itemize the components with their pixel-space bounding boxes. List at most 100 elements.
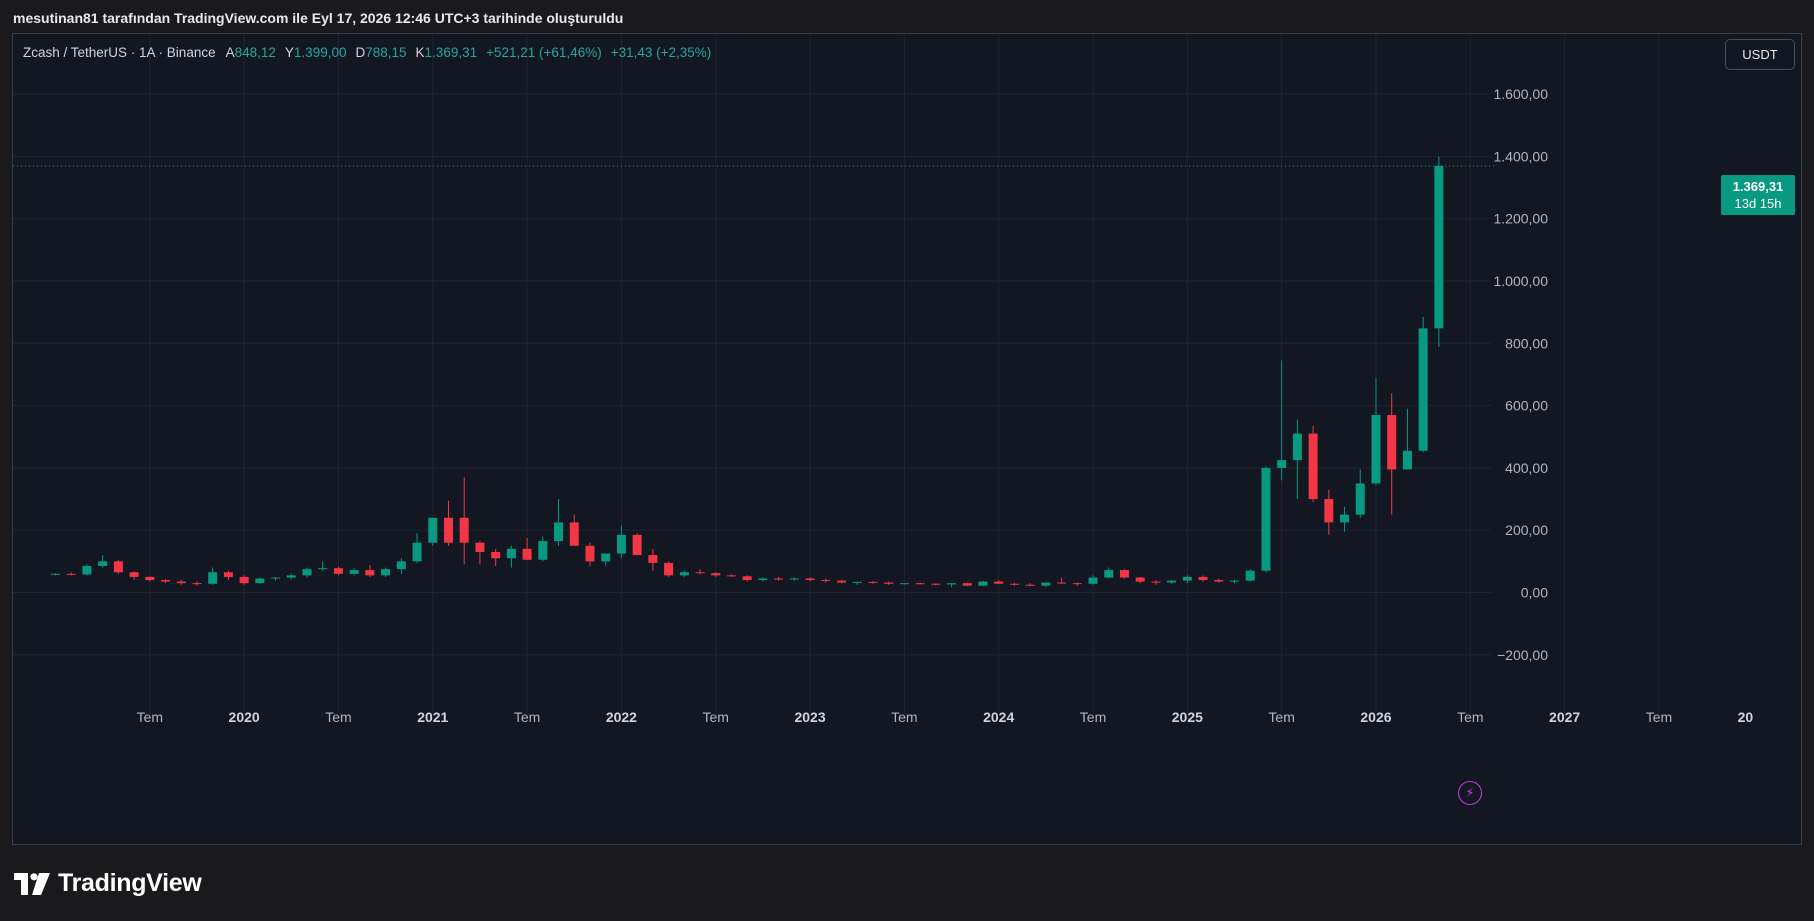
y-tick-label: 1.200,00: [1494, 211, 1549, 227]
y-tick-label: 1.600,00: [1494, 86, 1549, 102]
candle-body: [679, 572, 689, 576]
candle-body: [1230, 580, 1239, 582]
candle-body: [837, 580, 846, 583]
candle-body: [538, 541, 548, 560]
candle-body: [192, 583, 202, 585]
candle-body: [994, 581, 1004, 584]
candle-body: [1214, 580, 1224, 582]
candle-body: [821, 580, 831, 582]
candle-body: [1292, 433, 1302, 461]
currency-button[interactable]: USDT: [1725, 39, 1795, 70]
legend-close-label: K: [415, 45, 425, 60]
candle-body: [1198, 576, 1208, 581]
candle-body: [1402, 450, 1412, 470]
y-tick-label: 400,00: [1505, 460, 1548, 476]
candle-body: [475, 542, 485, 553]
x-tick-label: Tem: [1457, 709, 1483, 725]
candle-body: [66, 573, 76, 575]
candle-body: [396, 561, 406, 570]
legend-extra-change: +31,43 (+2,35%): [610, 45, 712, 60]
candle-body: [947, 583, 957, 585]
candle-body: [51, 573, 60, 575]
y-tick-label: 200,00: [1505, 522, 1548, 538]
candle-body: [1072, 583, 1082, 585]
x-tick-label: 2020: [229, 709, 260, 725]
candle-body: [239, 576, 249, 584]
candle-body: [1434, 165, 1444, 329]
symbol-title[interactable]: Zcash / TetherUS · 1A · Binance: [23, 45, 216, 60]
candle-body: [616, 534, 626, 554]
tradingview-brand[interactable]: TradingView: [14, 869, 202, 898]
candle-body: [255, 578, 265, 584]
x-tick-label: 2026: [1360, 709, 1391, 725]
candle-body: [1387, 414, 1397, 470]
x-tick-label: Tem: [1268, 709, 1294, 725]
legend-open-value: 848,12: [234, 45, 276, 60]
candle-body: [1119, 570, 1129, 578]
y-tick-label: 0,00: [1521, 585, 1548, 601]
x-tick-label: Tem: [137, 709, 163, 725]
candle-body: [98, 561, 108, 567]
chart-caption: mesutinan81 tarafından TradingView.com i…: [13, 10, 624, 26]
candle-body: [1041, 582, 1051, 586]
candle-body: [223, 572, 233, 577]
legend-high-value: 1.399,00: [293, 45, 347, 60]
candle-body: [711, 573, 721, 576]
tradingview-logo-icon: [14, 872, 50, 895]
candlestick-chart[interactable]: 1.600,00 1.400,00 1.200,00 1.000,00 800,00 60…: [13, 34, 1801, 844]
candle-body: [1151, 581, 1161, 583]
candle-body: [789, 578, 799, 580]
candle-body: [931, 583, 941, 585]
candle-body: [915, 583, 925, 585]
candle-body: [208, 572, 218, 584]
candle-body: [1088, 577, 1098, 584]
candle-body: [381, 569, 391, 576]
candle-body: [1182, 576, 1192, 581]
candle-body: [1057, 582, 1067, 584]
candle-body: [554, 522, 564, 542]
candle-body: [774, 578, 784, 580]
lightning-icon[interactable]: ⚡: [1458, 781, 1482, 805]
candle-body: [852, 581, 862, 583]
bar-countdown: 13d 15h: [1734, 196, 1782, 211]
candle-body: [601, 553, 611, 562]
candle-body: [1025, 584, 1035, 586]
brand-name: TradingView: [58, 869, 202, 897]
candle-body: [428, 517, 438, 543]
x-tick-label: Tem: [514, 709, 540, 725]
candle-body: [868, 581, 878, 583]
candle-body: [145, 576, 155, 581]
candle-body: [459, 517, 469, 543]
last-price-value: 1.369,31: [1732, 179, 1784, 194]
x-tick-label: 2023: [794, 709, 825, 725]
x-tick-label: Tem: [1080, 709, 1106, 725]
legend-open-label: A: [225, 45, 235, 60]
candle-body: [365, 570, 375, 576]
legend-low-value: 788,15: [365, 45, 407, 60]
chart-panel[interactable]: 1.600,00 1.400,00 1.200,00 1.000,00 800,00 60…: [12, 33, 1802, 845]
legend-low-label: D: [355, 45, 366, 60]
candle-body: [1009, 583, 1019, 585]
x-tick-label: 20: [1738, 709, 1754, 725]
candle-body: [412, 542, 422, 562]
x-tick-label: Tem: [325, 709, 351, 725]
candle-body: [176, 581, 186, 584]
legend-change: +521,21 (+61,46%): [486, 45, 602, 60]
candle-body: [302, 569, 312, 576]
candle-body: [1371, 414, 1381, 484]
candle-body: [962, 583, 972, 586]
candle-body: [318, 568, 328, 570]
candle-body: [1355, 483, 1365, 515]
candle-body: [491, 552, 501, 559]
candle-body: [805, 578, 815, 581]
y-tick-label: 1.400,00: [1494, 148, 1549, 164]
candle-body: [349, 570, 359, 574]
candle-body: [726, 575, 736, 577]
candle-body: [569, 522, 579, 546]
symbol-legend: Zcash / TetherUS · 1A · Binance A 848,12 …: [23, 45, 711, 60]
candle-body: [333, 568, 343, 574]
candle-body: [161, 580, 171, 582]
candle-body: [695, 572, 705, 574]
candle-body: [286, 575, 296, 578]
last-price-tag: 1.369,31 13d 15h: [1721, 175, 1795, 215]
